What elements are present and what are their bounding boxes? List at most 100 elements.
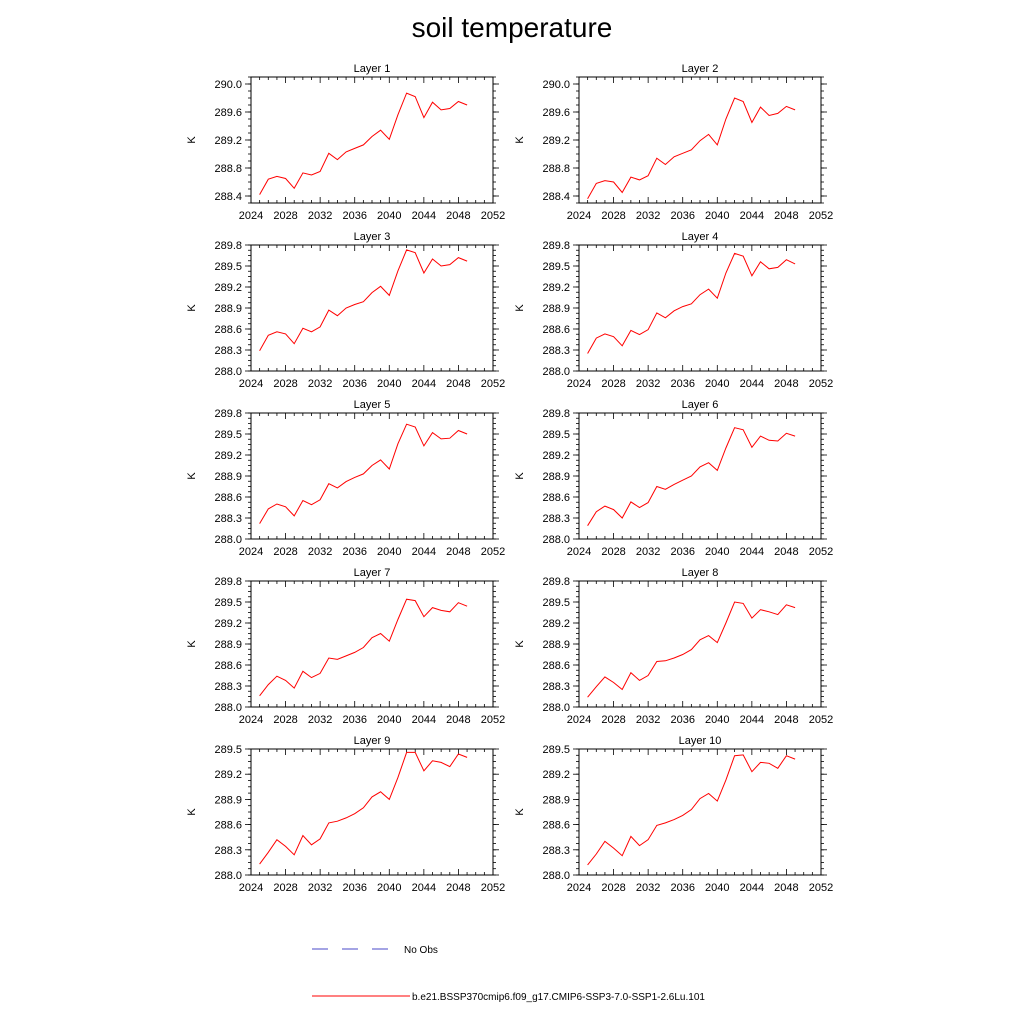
x-tick-label: 2052 <box>809 714 833 726</box>
y-axis-label: K <box>186 472 198 480</box>
y-tick-label: 289.2 <box>542 769 570 781</box>
y-tick-label: 289.2 <box>542 135 570 147</box>
x-tick-label: 2024 <box>567 378 591 390</box>
x-tick-label: 2032 <box>636 378 660 390</box>
series-line <box>587 754 796 866</box>
x-tick-label: 2032 <box>636 882 660 894</box>
x-tick-label: 2052 <box>481 378 505 390</box>
y-tick-label: 288.0 <box>542 534 570 546</box>
y-tick-label: 288.6 <box>542 820 570 832</box>
plot-frame <box>578 748 822 876</box>
y-tick-label: 289.2 <box>542 618 570 630</box>
y-tick-label: 290.0 <box>542 79 570 91</box>
y-tick-label: 288.0 <box>214 366 242 378</box>
y-tick-label: 289.5 <box>214 429 242 441</box>
chart-panel-layer-7: Layer 7 K 2024 2028 2032 2036 2040 2044 2048 2052… <box>186 567 505 726</box>
x-tick-label: 2040 <box>377 210 401 222</box>
y-tick-label: 288.9 <box>542 794 570 806</box>
x-tick-label: 2036 <box>670 714 694 726</box>
y-axis-label: K <box>514 136 526 144</box>
panel-title: Layer 10 <box>679 735 722 747</box>
x-tick-label: 2040 <box>377 546 401 558</box>
x-tick-label: 2040 <box>705 714 729 726</box>
y-tick-label: 288.3 <box>542 681 570 693</box>
y-tick-label: 289.2 <box>214 769 242 781</box>
panel-title: Layer 1 <box>354 63 391 75</box>
legend-no-obs-label: No Obs <box>404 945 438 956</box>
y-tick-label: 288.0 <box>542 366 570 378</box>
y-tick-label: 289.5 <box>214 744 242 756</box>
x-tick-label: 2052 <box>809 882 833 894</box>
x-tick-label: 2028 <box>601 378 625 390</box>
y-tick-label: 289.5 <box>542 597 570 609</box>
x-tick-label: 2052 <box>809 210 833 222</box>
x-tick-label: 2044 <box>740 546 764 558</box>
y-tick-label: 288.8 <box>214 163 242 175</box>
chart-panel-layer-4: Layer 4 K 2024 2028 2032 2036 2040 2044 2048 2052… <box>514 231 833 390</box>
y-tick-label: 288.9 <box>214 303 242 315</box>
x-tick-label: 2024 <box>567 546 591 558</box>
x-tick-label: 2028 <box>601 210 625 222</box>
panel-title: Layer 8 <box>682 567 719 579</box>
y-tick-label: 288.0 <box>214 870 242 882</box>
x-tick-label: 2032 <box>636 210 660 222</box>
x-tick-label: 2048 <box>774 378 798 390</box>
y-tick-label: 289.8 <box>214 576 242 588</box>
x-tick-label: 2028 <box>601 714 625 726</box>
y-tick-label: 288.3 <box>214 681 242 693</box>
x-tick-label: 2040 <box>705 210 729 222</box>
y-tick-label: 289.8 <box>542 576 570 588</box>
panel-title: Layer 5 <box>354 399 391 411</box>
x-tick-label: 2052 <box>481 210 505 222</box>
series-line <box>259 751 468 865</box>
x-tick-label: 2044 <box>740 378 764 390</box>
y-tick-label: 289.6 <box>542 107 570 119</box>
y-tick-label: 288.3 <box>214 845 242 857</box>
y-tick-label: 288.0 <box>542 870 570 882</box>
x-tick-label: 2036 <box>342 714 366 726</box>
x-tick-label: 2024 <box>567 210 591 222</box>
y-tick-label: 288.6 <box>542 660 570 672</box>
x-tick-label: 2048 <box>446 882 470 894</box>
panel-title: Layer 3 <box>354 231 391 243</box>
page-title: soil temperature <box>411 12 613 43</box>
plot-frame <box>250 748 494 876</box>
y-tick-label: 290.0 <box>214 79 242 91</box>
plot-frame <box>578 580 822 708</box>
y-tick-label: 289.2 <box>214 282 242 294</box>
plot-frame <box>250 76 494 204</box>
x-tick-label: 2048 <box>446 714 470 726</box>
panel-title: Layer 6 <box>682 399 719 411</box>
panel-title: Layer 2 <box>682 63 719 75</box>
chart-panel-layer-5: Layer 5 K 2024 2028 2032 2036 2040 2044 2048 2052… <box>186 399 505 558</box>
plot-frame <box>250 244 494 372</box>
x-tick-label: 2048 <box>446 546 470 558</box>
y-tick-label: 289.5 <box>214 261 242 273</box>
x-tick-label: 2044 <box>412 378 436 390</box>
x-tick-label: 2040 <box>705 378 729 390</box>
y-tick-label: 288.3 <box>542 345 570 357</box>
x-tick-label: 2040 <box>705 882 729 894</box>
y-tick-label: 288.3 <box>542 845 570 857</box>
y-axis-label: K <box>186 136 198 144</box>
panel-title: Layer 9 <box>354 735 391 747</box>
x-tick-label: 2032 <box>308 210 332 222</box>
y-tick-label: 288.3 <box>214 345 242 357</box>
y-tick-label: 288.4 <box>542 191 570 203</box>
y-tick-label: 289.8 <box>214 408 242 420</box>
x-tick-label: 2052 <box>481 714 505 726</box>
y-tick-label: 288.6 <box>542 324 570 336</box>
y-axis-label: K <box>514 808 526 816</box>
legend-run-label: b.e21.BSSP370cmip6.f09_g17.CMIP6-SSP3-7.… <box>412 992 705 1003</box>
y-tick-label: 289.5 <box>542 744 570 756</box>
x-tick-label: 2024 <box>239 210 263 222</box>
y-tick-label: 288.6 <box>542 492 570 504</box>
x-tick-label: 2044 <box>412 546 436 558</box>
y-tick-label: 289.8 <box>542 240 570 252</box>
y-axis-label: K <box>186 808 198 816</box>
chart-panel-layer-2: Layer 2 K 2024 2028 2032 2036 2040 2044 2048 2052… <box>514 63 833 222</box>
y-axis-label: K <box>186 304 198 312</box>
y-tick-label: 288.9 <box>542 471 570 483</box>
x-tick-label: 2040 <box>377 882 401 894</box>
